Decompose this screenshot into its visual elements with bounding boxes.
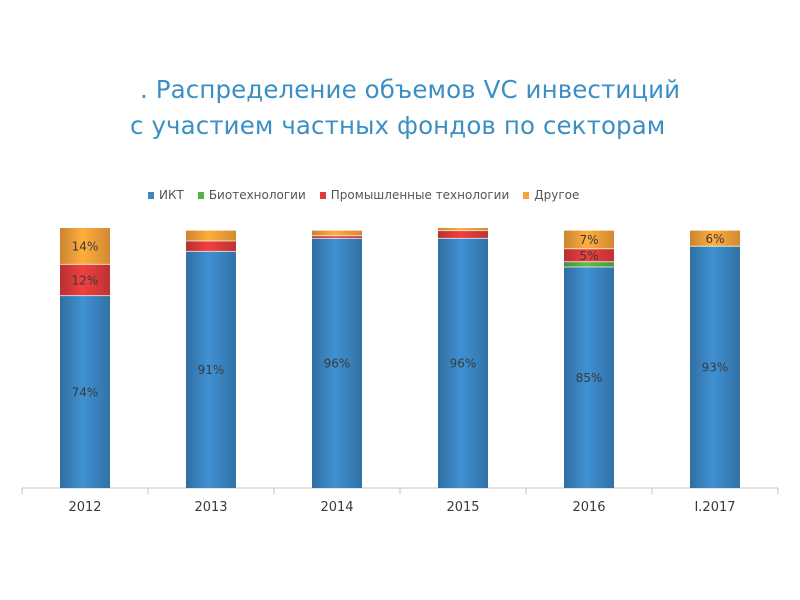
bar-segment-industrial [312,235,362,239]
bar-segment-other [186,230,236,241]
x-tick-label: 2015 [446,500,479,515]
bar-segment-industrial [60,264,110,296]
legend-swatch-other [523,191,530,199]
bar-segment-ikt [312,238,362,488]
bar-segment-other [564,230,614,249]
legend: ИКТ Биотехнологии Промышленные технологи… [148,186,579,204]
bar-segment-industrial [564,248,614,262]
data-label-ikt: 96% [450,357,477,371]
legend-label-industrial: Промышленные технологии [330,188,510,202]
bar-segment-industrial [438,230,488,239]
x-tick-label: 2012 [68,500,101,515]
legend-label-biotech: Биотехнологии [208,188,306,202]
chart-title-line2: с участием частных фондов по секторам [130,111,666,140]
chart-title-line1: . Распределение объемов VC инвестиций [140,75,681,104]
x-tick-label: 2013 [194,500,227,515]
data-label-ikt: 74% [72,385,99,399]
legend-label-other: Другое [534,188,580,202]
x-tick-label: 2014 [320,500,353,515]
bar-segment-other [312,230,362,236]
legend-label-ikt: ИКТ [159,188,184,202]
legend-swatch-industrial [319,191,326,199]
legend-item-industrial: Промышленные технологии [319,188,510,202]
data-label-other: 7% [579,233,598,247]
legend-swatch-ikt [148,191,154,199]
x-tick-label: I.2017 [694,500,735,515]
legend-item-other: Другое [523,188,579,202]
data-label-industrial: 5% [579,249,598,263]
bar-segment-ikt [438,238,488,488]
legend-item-ikt: ИКТ [148,188,184,202]
bar-segment-other [438,228,488,231]
bar-segment-ikt [564,267,614,488]
data-label-industrial: 12% [72,274,99,288]
bar-segment-industrial [186,241,236,252]
data-label-ikt: 91% [198,363,225,377]
bar-segment-ikt [690,246,740,488]
x-tick-label: 2016 [572,500,605,515]
data-label-ikt: 85% [576,371,603,385]
chart-title: . Распределение объемов VC инвестиций с … [130,72,770,144]
bar-segment-other [690,230,740,247]
data-label-ikt: 96% [324,357,351,371]
bar-segment-biotech [564,261,614,267]
data-label-ikt: 93% [702,361,729,375]
legend-item-biotech: Биотехнологии [197,188,306,202]
data-label-other: 14% [72,240,99,254]
bar-segment-other [60,228,110,265]
legend-swatch-biotech [197,191,204,199]
data-label-other: 6% [705,232,724,246]
bar-segment-ikt [60,295,110,488]
bar-segment-ikt [186,251,236,488]
